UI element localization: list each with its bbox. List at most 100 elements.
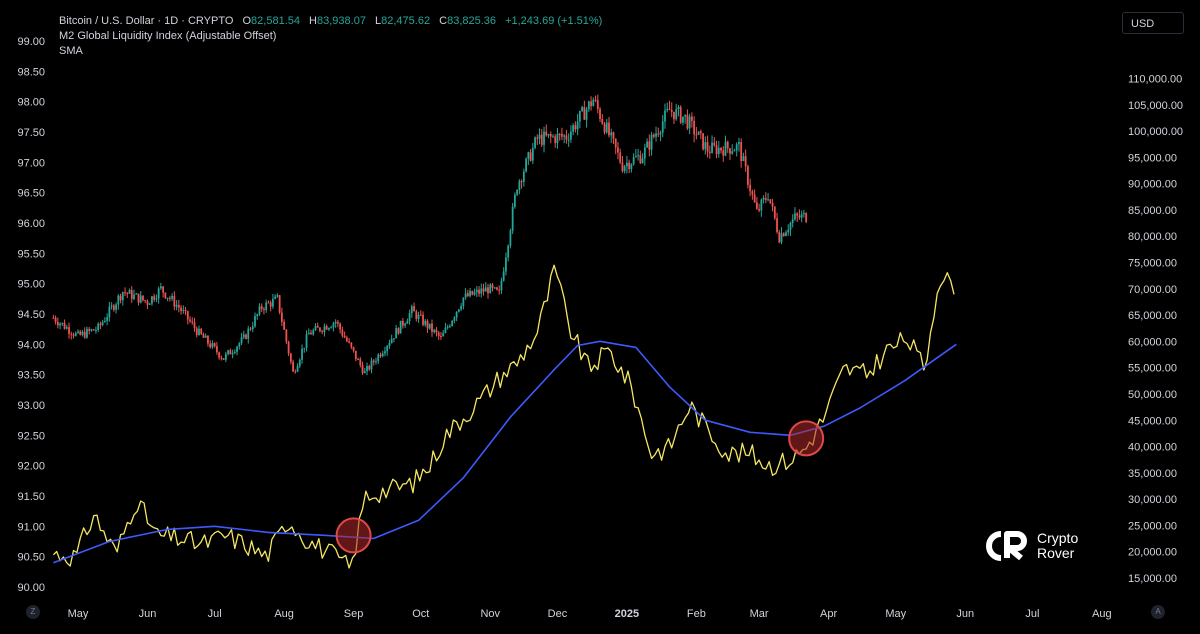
time-tick-label: Jun bbox=[139, 608, 157, 620]
candle-body bbox=[493, 287, 496, 289]
candle-body bbox=[643, 147, 646, 159]
candle-body bbox=[563, 135, 566, 137]
timezone-toggle-button[interactable]: Z bbox=[26, 605, 40, 619]
indicator-m2-label[interactable]: M2 Global Liquidity Index (Adjustable Of… bbox=[59, 30, 277, 42]
candle-body bbox=[395, 328, 398, 339]
candle-body bbox=[260, 306, 263, 309]
candle-body bbox=[345, 337, 348, 342]
candle-body bbox=[314, 326, 317, 331]
candle-body bbox=[168, 297, 171, 299]
time-tick-label: May bbox=[68, 608, 89, 620]
right-tick-label: 55,000.00 bbox=[1128, 363, 1177, 375]
candle-body bbox=[731, 151, 734, 154]
candle-body bbox=[278, 295, 281, 313]
candle-body bbox=[341, 329, 344, 336]
candle-body bbox=[191, 321, 194, 323]
candle-body bbox=[133, 294, 135, 300]
candle-body bbox=[755, 202, 758, 209]
candle-body bbox=[61, 322, 64, 324]
candle-body bbox=[679, 107, 682, 123]
candle-body bbox=[771, 202, 774, 207]
candle-body bbox=[455, 311, 458, 318]
candle-body bbox=[769, 199, 772, 203]
candle-body bbox=[529, 152, 532, 161]
candle-body bbox=[666, 108, 669, 111]
candle-body bbox=[222, 358, 225, 360]
candle-body bbox=[256, 314, 259, 317]
candle-body bbox=[397, 328, 400, 334]
close-value: 83,825.36 bbox=[447, 15, 497, 27]
candle-body bbox=[726, 141, 729, 149]
candle-body bbox=[289, 353, 292, 362]
candle-body bbox=[558, 133, 561, 135]
candle-body bbox=[410, 306, 413, 314]
candle-body bbox=[202, 334, 205, 338]
candle-body bbox=[473, 292, 476, 295]
candle-body bbox=[265, 302, 268, 311]
candle-body bbox=[496, 287, 498, 290]
candle-body bbox=[276, 295, 279, 297]
candle-body bbox=[251, 326, 254, 330]
time-tick-label: Apr bbox=[820, 608, 837, 620]
symbol-title[interactable]: Bitcoin / U.S. Dollar · 1D · CRYPTO bbox=[59, 15, 234, 27]
candle-body bbox=[708, 151, 711, 153]
candle-body bbox=[419, 314, 422, 316]
right-tick-label: 40,000.00 bbox=[1128, 442, 1177, 454]
candle-body bbox=[428, 323, 431, 329]
left-tick-label: 97.50 bbox=[17, 127, 45, 139]
candle-body bbox=[303, 347, 306, 349]
crossover-markers bbox=[335, 420, 825, 554]
candle-body bbox=[332, 323, 335, 328]
candle-body bbox=[704, 142, 707, 150]
candle-body bbox=[753, 194, 756, 203]
candle-body bbox=[776, 218, 778, 232]
candle-body bbox=[399, 320, 402, 334]
candle-body bbox=[446, 326, 449, 328]
candle-body bbox=[520, 181, 523, 183]
candle-body bbox=[437, 332, 440, 337]
candle-body bbox=[148, 303, 151, 305]
candle-body bbox=[744, 156, 747, 167]
candle-body bbox=[677, 107, 680, 110]
left-tick-label: 91.50 bbox=[17, 491, 45, 503]
candle-body bbox=[126, 292, 129, 294]
candle-body bbox=[352, 347, 355, 351]
candle-body bbox=[628, 162, 631, 170]
candle-body bbox=[803, 213, 805, 215]
auto-scale-button[interactable]: A bbox=[1151, 605, 1165, 619]
candle-body bbox=[742, 156, 745, 162]
candle-body bbox=[65, 327, 68, 329]
time-tick-label: 2025 bbox=[615, 608, 639, 620]
candle-body bbox=[511, 206, 514, 231]
candle-body bbox=[339, 323, 342, 330]
m2-line bbox=[52, 264, 955, 569]
candle-body bbox=[478, 289, 480, 294]
right-axis[interactable]: 110,000.00 105,000.00 100,000.00 95,000.00 9… bbox=[1128, 74, 1183, 586]
left-tick-label: 98.50 bbox=[17, 66, 45, 78]
currency-button[interactable]: USD bbox=[1122, 12, 1184, 34]
candle-body bbox=[269, 302, 272, 307]
candle-body bbox=[435, 329, 438, 333]
candle-body bbox=[115, 304, 117, 310]
candle-body bbox=[325, 326, 328, 330]
candle-body bbox=[545, 131, 548, 136]
indicator-sma-label[interactable]: SMA bbox=[59, 45, 83, 57]
candle-body bbox=[74, 332, 77, 336]
candle-body bbox=[213, 343, 216, 347]
candle-body bbox=[166, 297, 169, 299]
candle-body bbox=[601, 119, 604, 124]
right-tick-label: 30,000.00 bbox=[1128, 494, 1177, 506]
candle-body bbox=[652, 134, 655, 137]
time-axis[interactable]: May Jun Jul Aug Sep Oct Nov Dec 2025 Feb Mar Apr May… bbox=[68, 608, 1112, 620]
candle-body bbox=[211, 343, 214, 348]
left-tick-label: 92.50 bbox=[17, 430, 45, 442]
left-axis: 99.00 98.50 98.00 97.50 97.00 96.50 96.00 95.50… bbox=[17, 36, 45, 594]
candle-body bbox=[316, 326, 319, 328]
candle-body bbox=[361, 365, 364, 374]
candle-body bbox=[52, 317, 55, 319]
candle-body bbox=[462, 297, 465, 307]
candle-body bbox=[668, 108, 671, 110]
candle-body bbox=[357, 359, 359, 361]
candle-body bbox=[585, 109, 588, 120]
